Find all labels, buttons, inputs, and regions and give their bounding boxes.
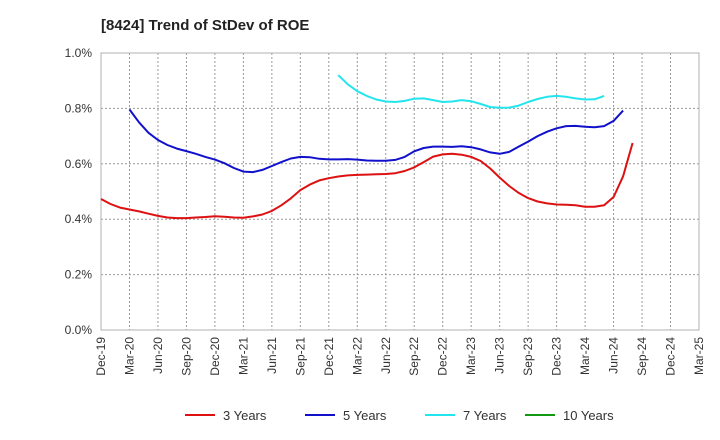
x-tick-label: Mar-20 [122,337,136,375]
grid-lines [101,53,699,330]
x-tick-label: Mar-23 [464,337,478,375]
legend-label: 7 Years [463,408,507,423]
legend-label: 10 Years [563,408,614,423]
y-axis-tick-labels: 0.0% 0.2% 0.4% 0.6% 0.8% 1.0% [65,46,93,337]
series-line [128,108,624,174]
y-tick-label: 0.2% [65,268,93,282]
x-tick-label: Jun-22 [379,337,393,374]
x-tick-label: Sep-22 [407,337,421,376]
x-tick-label: Dec-19 [94,337,108,376]
legend-label: 5 Years [343,408,387,423]
y-tick-label: 1.0% [65,46,93,60]
legend-label: 3 Years [223,408,267,423]
x-tick-label: Dec-20 [208,337,222,376]
series-lines [100,74,634,220]
x-tick-label: Sep-21 [293,337,307,376]
plot-area-border [100,52,700,331]
y-tick-label: 0.4% [65,212,93,226]
series-line [337,74,605,109]
x-tick-label: Jun-23 [493,337,507,374]
x-tick-label: Dec-21 [322,337,336,376]
x-tick-label: Sep-24 [635,337,649,376]
chart-title: [8424] Trend of StDev of ROE [101,17,309,34]
x-tick-label: Dec-22 [436,337,450,376]
x-tick-label: Jun-21 [265,337,279,374]
x-tick-label: Mar-25 [692,337,706,375]
x-tick-label: Dec-24 [664,337,678,376]
x-tick-label: Mar-24 [578,337,592,375]
legend: 3 Years 5 Years 7 Years 10 Years [185,408,614,423]
x-tick-label: Jun-20 [151,337,165,374]
y-tick-label: 0.0% [65,323,93,337]
x-tick-label: Sep-20 [179,337,193,376]
x-axis-tick-labels: Dec-19 Mar-20 Jun-20 Sep-20 Dec-20 Mar-21 Jun-… [94,337,706,376]
x-tick-label: Sep-23 [521,337,535,376]
x-tick-label: Dec-23 [550,337,564,376]
x-tick-label: Jun-24 [607,337,621,374]
x-tick-label: Mar-22 [350,337,364,375]
x-tick-label: Mar-21 [236,337,250,375]
y-tick-label: 0.8% [65,101,93,115]
series-line [100,142,634,220]
y-tick-label: 0.6% [65,157,93,171]
